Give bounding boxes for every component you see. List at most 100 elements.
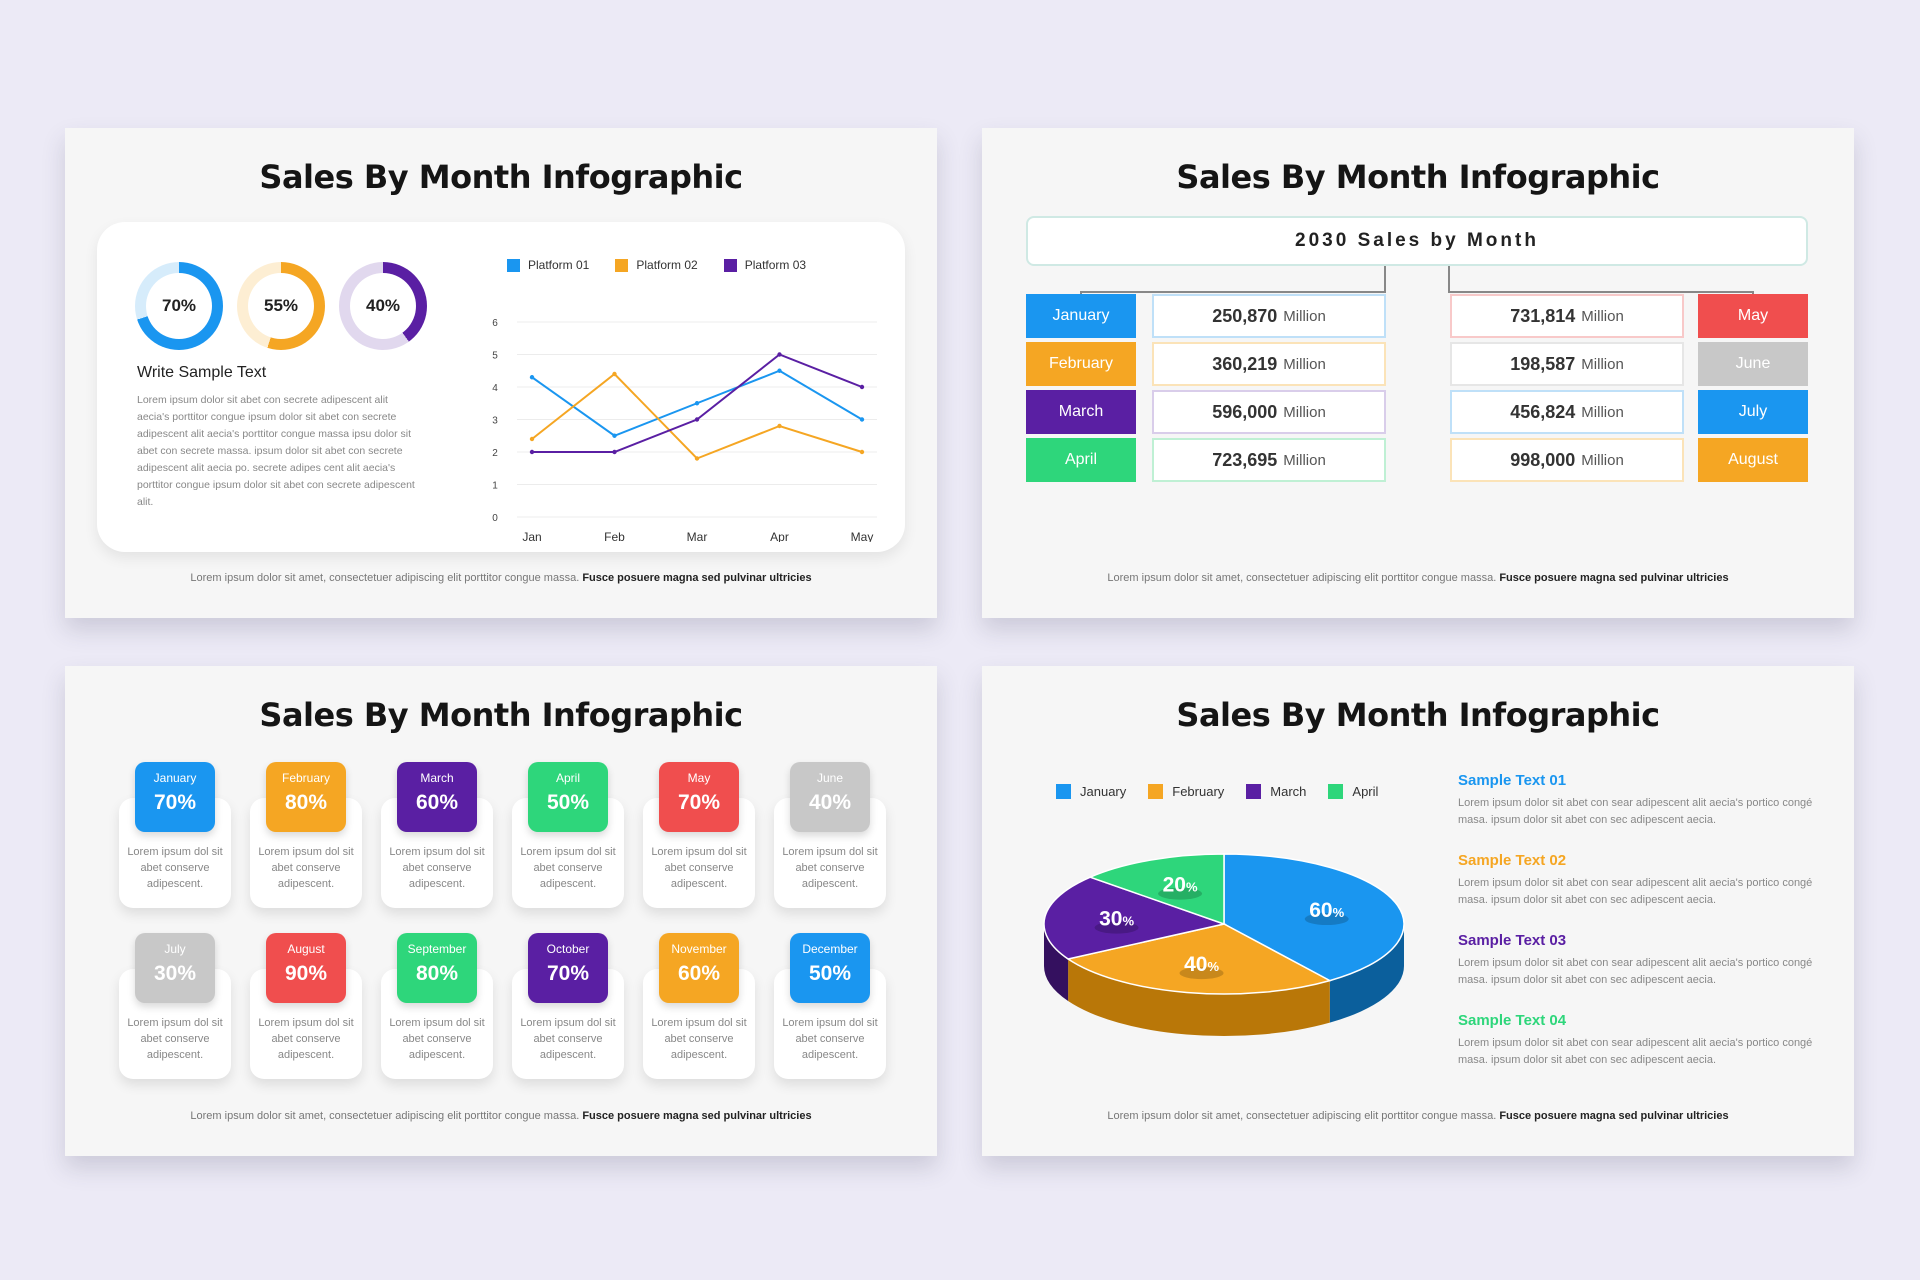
footer-bold-text: Fusce posuere magna sed pulvinar ultrici… <box>582 572 812 584</box>
month-name: December <box>802 942 858 956</box>
sample-text-title: Sample Text 02 <box>1458 852 1567 869</box>
month-tile: January 70% <box>135 762 215 832</box>
donut-chart-3: 40% <box>339 262 427 350</box>
value-box: 198,587 Million <box>1450 342 1684 386</box>
value-box: 731,814 Million <box>1450 294 1684 338</box>
value-box: 998,000 Million <box>1450 438 1684 482</box>
sales-value: 723,695 <box>1212 449 1278 470</box>
legend-item: February <box>1148 784 1224 799</box>
legend-label: Platform 03 <box>744 258 807 272</box>
y-tick-label: 2 <box>492 448 498 459</box>
pie-percent-sign: % <box>1207 959 1219 974</box>
series-point <box>612 371 617 377</box>
value-box: 723,695 Million <box>1152 438 1386 482</box>
connector-line <box>1384 266 1386 292</box>
line-chart-legend: Platform 01 Platform 02 Platform 03 <box>507 258 806 272</box>
sales-unit: Million <box>1581 403 1624 421</box>
slide-sales-table: Sales By Month Infographic 2030 Sales by… <box>982 128 1854 618</box>
sales-unit: Million <box>1581 451 1624 469</box>
series-point <box>777 368 782 373</box>
x-tick-label: Apr <box>770 530 789 542</box>
footer-text: Lorem ipsum dolor sit amet, consectetuer… <box>1107 572 1497 584</box>
month-name: February <box>281 771 331 785</box>
series-point <box>529 375 535 380</box>
legend-item: Platform 03 <box>723 258 807 272</box>
pie-percent-sign: % <box>1122 914 1134 929</box>
legend-item: January <box>1056 784 1126 799</box>
x-tick-label: Jan <box>522 530 541 542</box>
series-point <box>694 456 700 461</box>
value-box: 456,824 Million <box>1450 390 1684 434</box>
sample-title: Write Sample Text <box>137 364 267 381</box>
month-percent: 70% <box>153 791 197 814</box>
month-tile: April 50% <box>528 762 608 832</box>
pie-slice-label: 30% <box>1099 908 1134 931</box>
month-percent: 50% <box>808 962 852 985</box>
legend-swatch <box>1056 784 1071 799</box>
sales-value: 250,870 <box>1212 305 1278 326</box>
sales-header-box: 2030 Sales by Month <box>1026 216 1808 266</box>
sample-text-body: Lorem ipsum dolor sit abet con sear adip… <box>1458 1037 1813 1066</box>
donut-label: 40% <box>350 273 416 339</box>
pie-slice-side <box>1329 924 1404 1023</box>
month-description: Lorem ipsum dol sit abet conserve adipes… <box>258 846 354 890</box>
slide-pie-chart: Sales By Month Infographic January Febru… <box>982 666 1854 1156</box>
donut-chart-1: 70% <box>135 262 223 350</box>
sales-value: 731,814 <box>1510 305 1576 326</box>
month-description: Lorem ipsum dol sit abet conserve adipes… <box>782 846 878 890</box>
slide-footer: Lorem ipsum dolor sit amet, consectetuer… <box>982 572 1854 584</box>
month-percent: 60% <box>415 791 459 814</box>
month-percent: 80% <box>415 962 459 985</box>
month-label: June <box>1698 342 1808 386</box>
sample-text-item: Sample Text 01 Lorem ipsum dolor sit abet… <box>1458 772 1818 829</box>
month-tile: June 40% <box>790 762 870 832</box>
sample-body: Lorem ipsum dolor sit abet con secrete a… <box>137 394 415 508</box>
month-name: May <box>687 771 711 785</box>
series-point <box>859 449 865 455</box>
month-label: April <box>1026 438 1136 482</box>
month-label: July <box>1698 390 1808 434</box>
legend-label: April <box>1352 784 1379 799</box>
slide-title: Sales By Month Infographic <box>259 696 743 734</box>
month-label: January <box>1026 294 1136 338</box>
month-description: Lorem ipsum dol sit abet conserve adipes… <box>389 1017 485 1061</box>
sample-text-item: Sample Text 04 Lorem ipsum dolor sit abet… <box>1458 1012 1818 1069</box>
sales-unit: Million <box>1283 451 1326 469</box>
legend-label: March <box>1270 784 1307 799</box>
month-description: Lorem ipsum dol sit abet conserve adipes… <box>258 1017 354 1061</box>
month-description: Lorem ipsum dol sit abet conserve adipes… <box>651 1017 747 1061</box>
sample-text-item: Sample Text 02 Lorem ipsum dolor sit abet… <box>1458 852 1818 909</box>
legend-label: Platform 01 <box>528 258 590 272</box>
footer-text: Lorem ipsum dolor sit amet, consectetuer… <box>190 1110 580 1122</box>
pie-legend: January February March April <box>1056 784 1378 799</box>
series-point <box>612 433 617 438</box>
series-point <box>529 449 535 455</box>
month-percent: 60% <box>677 962 721 985</box>
connector-line <box>1448 291 1754 293</box>
footer-text: Lorem ipsum dolor sit amet, consectetuer… <box>190 572 580 584</box>
sales-unit: Million <box>1283 355 1326 373</box>
sample-text-body: Lorem ipsum dolor sit abet con sear adip… <box>1458 877 1813 906</box>
pie-slice <box>1043 876 1227 960</box>
series-point <box>777 423 782 429</box>
pie-slice-side <box>1068 959 1330 1036</box>
pie-slice <box>1088 853 1225 926</box>
month-percent: 80% <box>284 791 328 814</box>
month-description: Lorem ipsum dol sit abet conserve adipes… <box>389 846 485 890</box>
month-name: January <box>153 771 197 785</box>
month-percent: 50% <box>546 791 590 814</box>
x-tick-label: Feb <box>604 530 625 542</box>
slide-title: Sales By Month Infographic <box>1176 158 1660 196</box>
month-description: Lorem ipsum dol sit abet conserve adipes… <box>520 846 616 890</box>
footer-bold-text: Fusce posuere magna sed pulvinar ultrici… <box>1499 1110 1729 1122</box>
month-label: March <box>1026 390 1136 434</box>
series-point <box>859 384 865 390</box>
legend-item: March <box>1246 784 1306 799</box>
pie-label-shadow <box>1179 967 1224 980</box>
legend-label: January <box>1080 784 1127 799</box>
pie-percent-sign: % <box>1333 905 1345 920</box>
month-tile: February 80% <box>266 762 346 832</box>
slide-footer: Lorem ipsum dolor sit amet, consectetuer… <box>65 572 937 584</box>
sample-text-body: Lorem ipsum dolor sit abet con sear adip… <box>1458 797 1813 826</box>
pie-chart-3d: 60% 40% 30% 20% <box>1043 853 1405 1036</box>
